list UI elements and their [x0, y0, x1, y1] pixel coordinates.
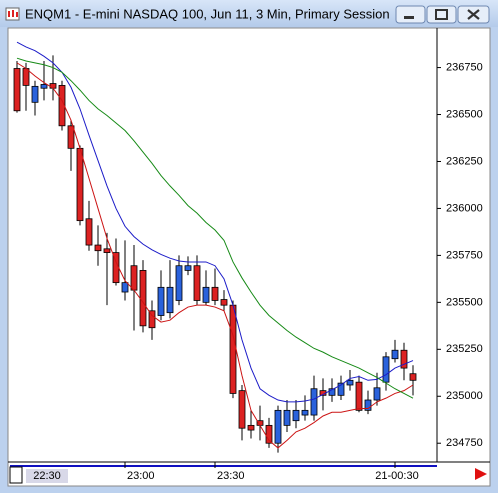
candle-body: [400, 349, 408, 369]
candle-body: [283, 409, 291, 426]
candle-body: [274, 409, 282, 444]
candle-body: [76, 147, 84, 222]
candle-body: [373, 387, 381, 401]
candle-body: [40, 84, 48, 89]
candle-body: [31, 85, 39, 103]
window-title: ENQM1 - E-mini NASDAQ 100, Jun 11, 3 Min…: [25, 6, 390, 21]
candle-body: [157, 286, 165, 316]
candle-body: [13, 68, 21, 112]
x-tick-label: 21-00:30: [375, 470, 418, 482]
candle-body: [58, 85, 66, 127]
minimize-button[interactable]: [395, 5, 426, 24]
candle-body: [265, 424, 273, 444]
candle-body: [328, 388, 336, 396]
moving-average-line: [16, 41, 414, 403]
y-tick-label: 235500: [446, 296, 483, 308]
candle-body: [364, 399, 372, 411]
candle-body: [202, 286, 210, 303]
plot: 234750 235000 235250 235500 235750 236000 2362…: [13, 41, 483, 482]
candle-body: [247, 424, 255, 431]
chart-area: [7, 27, 491, 487]
y-tick-label: 235750: [446, 249, 483, 261]
candle-body: [184, 265, 192, 271]
candle-body: [310, 388, 318, 416]
close-button[interactable]: [457, 5, 490, 24]
y-tick-label: 236750: [446, 61, 483, 73]
candle-body: [355, 381, 363, 411]
scroll-box[interactable]: [9, 466, 23, 484]
candle-body: [49, 83, 57, 89]
y-tick-label: 234750: [446, 437, 483, 449]
moving-average-line: [16, 57, 414, 399]
y-tick-label: 236000: [446, 202, 483, 214]
candle-body: [94, 244, 102, 252]
candle-body: [67, 125, 75, 149]
candle-body: [85, 218, 93, 246]
candle-body: [382, 356, 390, 383]
candle-body: [346, 379, 354, 386]
cursor-box: [26, 469, 68, 483]
cursor-label: 22:30: [33, 470, 61, 482]
candle-body: [337, 382, 345, 396]
y-tick-label: 235250: [446, 343, 483, 355]
candle-body: [229, 304, 237, 394]
candle-body: [301, 409, 309, 416]
candle-body: [166, 286, 174, 314]
scroll-arrow[interactable]: [475, 468, 487, 480]
y-tick-label: 236250: [446, 155, 483, 167]
x-tick-label: 23:00: [127, 470, 155, 482]
x-tick-label: 23:30: [217, 470, 245, 482]
candle-body: [121, 282, 129, 293]
candle-body: [175, 265, 183, 301]
candle-body: [409, 373, 417, 381]
candle-body: [238, 390, 246, 429]
candle-body: [292, 409, 300, 422]
y-tick-label: 236500: [446, 108, 483, 120]
y-tick-label: 235000: [446, 390, 483, 402]
app-icon: [5, 7, 20, 21]
candle-body: [148, 310, 156, 329]
candle-body: [139, 270, 147, 327]
candle-body: [391, 349, 399, 360]
candle-body: [193, 265, 201, 301]
candle-body: [211, 286, 219, 301]
candle-body: [103, 248, 111, 253]
candle-body: [220, 299, 228, 306]
moving-average-line: [16, 62, 414, 449]
candle-body: [130, 265, 138, 291]
maximize-button[interactable]: [426, 5, 457, 24]
candle-body: [22, 68, 30, 86]
